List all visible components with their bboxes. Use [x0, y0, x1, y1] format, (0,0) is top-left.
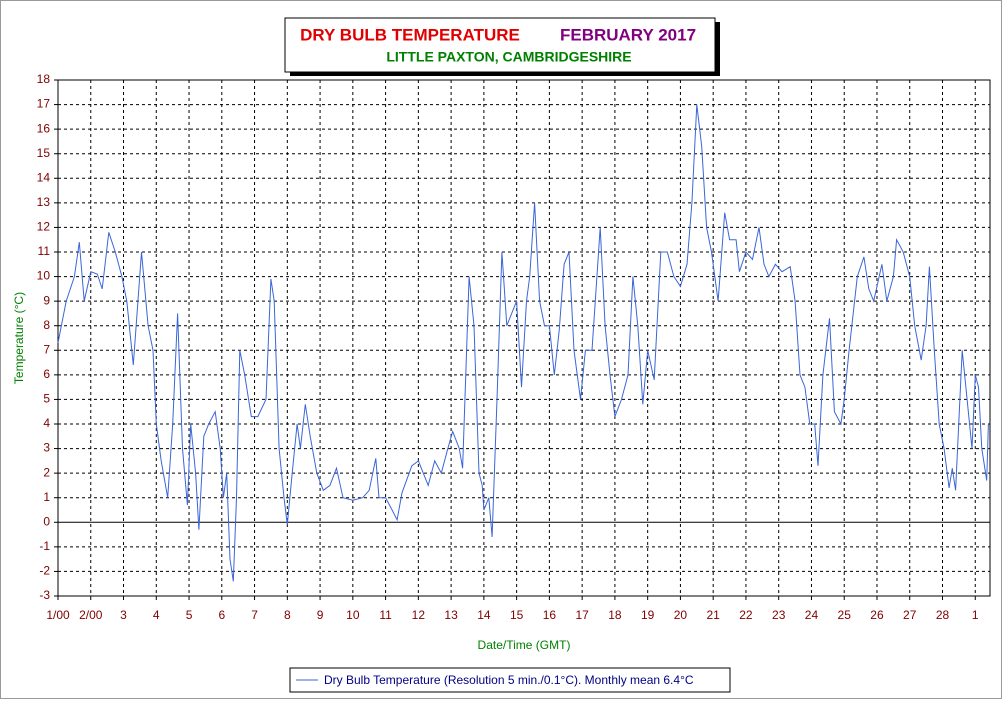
y-tick-label: 13: [37, 195, 51, 209]
y-tick-label: 6: [43, 367, 50, 381]
y-tick-label: 16: [37, 121, 51, 135]
x-tick-label: 11: [379, 608, 392, 622]
temperature-line: [57, 104, 989, 582]
x-tick-label: 2/00: [79, 608, 103, 622]
x-tick-label: 23: [772, 608, 786, 622]
y-tick-label: 12: [37, 220, 51, 234]
x-tick-label: 8: [284, 608, 291, 622]
x-tick-label: 5: [186, 608, 193, 622]
y-tick-label: 11: [38, 244, 51, 258]
x-tick-label: 28: [936, 608, 950, 622]
x-tick-label: 16: [543, 608, 557, 622]
x-tick-label: 26: [870, 608, 884, 622]
y-tick-label: 14: [37, 170, 51, 184]
x-tick-label: 25: [838, 608, 852, 622]
x-axis-label: Date/Time (GMT): [478, 638, 571, 652]
x-tick-label: 27: [903, 608, 917, 622]
legend-box: [289, 667, 731, 693]
y-axis-label: Temperature (°C): [12, 292, 26, 384]
y-tick-label: 15: [37, 146, 51, 160]
x-tick-label: 20: [674, 608, 688, 622]
title-box: [284, 17, 716, 73]
x-tick-label: 10: [346, 608, 360, 622]
x-tick-label: 1: [972, 608, 979, 622]
y-tick-label: 5: [43, 392, 50, 406]
x-tick-label: 6: [218, 608, 225, 622]
x-tick-label: 24: [805, 608, 819, 622]
x-tick-label: 12: [412, 608, 426, 622]
x-tick-label: 17: [575, 608, 589, 622]
y-tick-label: 4: [43, 416, 50, 430]
chart-title-month: FEBRUARY 2017: [560, 25, 696, 44]
y-tick-label: 8: [43, 318, 50, 332]
y-tick-label: 2: [43, 465, 50, 479]
y-tick-label: -2: [39, 564, 50, 578]
y-tick-label: 18: [37, 72, 51, 86]
y-tick-label: 3: [43, 441, 50, 455]
y-tick-label: -1: [39, 539, 50, 553]
x-tick-label: 7: [251, 608, 258, 622]
chart-title: DRY BULB TEMPERATURE: [300, 25, 520, 44]
y-tick-label: -3: [39, 588, 50, 602]
x-tick-label: 15: [510, 608, 524, 622]
x-tick-label: 18: [608, 608, 622, 622]
x-tick-label: 13: [444, 608, 458, 622]
x-tick-label: 3: [120, 608, 127, 622]
y-tick-label: 9: [43, 293, 50, 307]
y-tick-label: 1: [43, 490, 50, 504]
x-tick-label: 22: [739, 608, 753, 622]
x-tick-label: 1/00: [46, 608, 70, 622]
x-tick-label: 4: [153, 608, 160, 622]
y-tick-label: 0: [43, 514, 50, 528]
x-tick-label: 14: [477, 608, 491, 622]
y-tick-label: 17: [37, 97, 51, 111]
chart-subtitle: LITTLE PAXTON, CAMBRIDGESHIRE: [386, 49, 631, 65]
x-tick-label: 19: [641, 608, 655, 622]
legend-label: Dry Bulb Temperature (Resolution 5 min./…: [324, 673, 694, 687]
y-tick-label: 7: [43, 342, 50, 356]
y-tick-label: 10: [37, 269, 51, 283]
x-tick-label: 21: [707, 608, 721, 622]
x-tick-label: 9: [317, 608, 324, 622]
